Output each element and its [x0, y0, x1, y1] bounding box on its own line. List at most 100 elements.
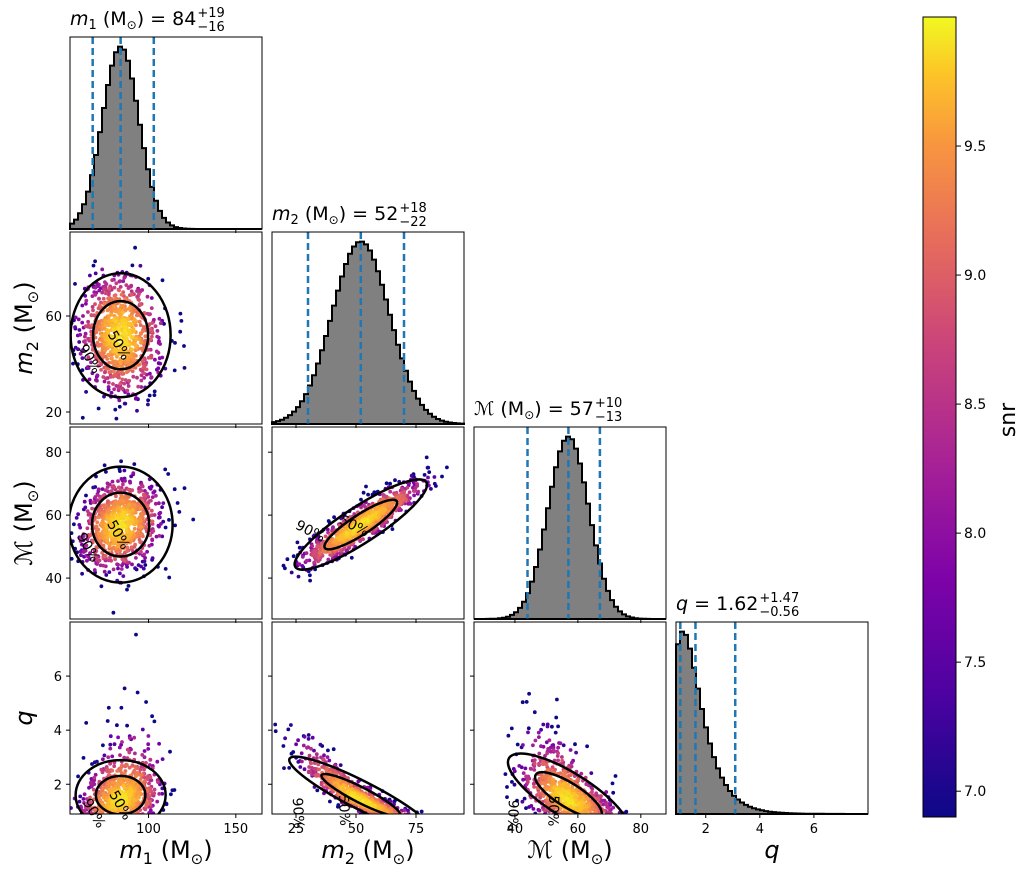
sample-point — [161, 501, 166, 505]
sample-point — [78, 820, 82, 824]
sample-point — [587, 823, 591, 827]
sample-point — [125, 747, 130, 752]
sample-point — [108, 746, 113, 751]
sample-point — [149, 508, 154, 513]
sample-point — [125, 723, 129, 728]
sample-point — [101, 287, 106, 292]
sample-point — [77, 328, 82, 332]
sample-point — [430, 817, 434, 821]
sample-point — [524, 700, 529, 704]
sample-point — [113, 293, 118, 297]
sample-point — [116, 341, 120, 346]
sample-point — [100, 529, 105, 534]
sample-point — [73, 315, 78, 320]
sample-point — [80, 823, 84, 827]
sample-point — [126, 503, 131, 507]
sample-point — [432, 475, 437, 479]
sample-point — [85, 509, 90, 513]
sample-point — [449, 825, 453, 829]
sample-point — [308, 769, 313, 774]
sample-point — [92, 568, 97, 572]
sample-point — [177, 510, 182, 514]
sample-point — [582, 815, 586, 819]
sample-point — [83, 505, 88, 510]
sample-point — [91, 485, 96, 490]
sample-point — [115, 723, 119, 728]
sample-point — [115, 790, 120, 794]
sample-point — [88, 795, 92, 800]
sample-point — [175, 501, 180, 505]
sample-point — [156, 515, 161, 520]
sample-point — [138, 302, 143, 307]
contour-50 — [320, 772, 402, 814]
sample-point — [122, 686, 127, 691]
sample-point — [300, 555, 305, 559]
sample-point — [615, 817, 619, 821]
sample-point — [596, 797, 601, 802]
sample-point — [102, 394, 106, 399]
sample-point — [129, 354, 133, 359]
sample-point — [138, 773, 143, 777]
histogram-mc — [474, 435, 666, 620]
sample-point — [140, 727, 145, 732]
sample-point — [127, 793, 132, 798]
sample-point — [384, 481, 389, 486]
sample-point — [586, 817, 590, 821]
sample-point — [569, 760, 574, 765]
sample-point — [129, 289, 134, 294]
sample-point — [119, 303, 124, 308]
sample-point — [148, 347, 153, 352]
sample-point — [129, 789, 134, 794]
sample-point — [95, 759, 99, 764]
sample-point — [182, 344, 186, 348]
sample-point — [349, 783, 353, 787]
sample-point — [129, 335, 134, 339]
sample-point — [103, 318, 108, 323]
sample-point — [509, 726, 514, 731]
sample-point — [388, 481, 392, 486]
sample-point — [155, 334, 160, 339]
sample-point — [408, 815, 412, 819]
scatter-panel-m2-mc: 50%90% — [271, 426, 465, 620]
sample-point — [137, 489, 142, 494]
sample-point — [130, 369, 135, 374]
sample-point — [153, 357, 157, 362]
sample-point — [532, 785, 536, 789]
sample-point — [326, 557, 331, 562]
sample-point — [155, 759, 160, 764]
sample-point — [597, 815, 601, 819]
sample-point — [108, 742, 113, 747]
sample-point — [387, 815, 391, 819]
sample-point — [126, 286, 131, 290]
sample-point — [141, 325, 146, 329]
sample-point — [412, 815, 416, 819]
hist-frame-q — [675, 621, 869, 815]
sample-point — [116, 326, 121, 330]
sample-point — [97, 303, 102, 308]
sample-point — [110, 816, 114, 820]
sample-point — [134, 518, 138, 523]
sample-point — [133, 245, 138, 250]
sample-point — [116, 544, 121, 549]
sample-point — [140, 753, 145, 757]
sample-point — [505, 795, 509, 799]
sample-point — [590, 790, 594, 794]
sample-point — [533, 811, 538, 814]
sample-point — [392, 799, 397, 804]
sample-point — [148, 778, 153, 783]
sample-point — [150, 814, 154, 818]
sample-point — [120, 740, 124, 744]
sample-point — [361, 799, 365, 803]
sample-point — [400, 818, 404, 822]
sample-point — [128, 513, 133, 518]
sample-point — [537, 791, 541, 795]
sample-point — [391, 816, 395, 820]
sample-point — [120, 386, 124, 391]
sample-point — [90, 800, 95, 805]
sample-point — [120, 519, 125, 523]
sample-point — [105, 525, 109, 529]
sample-point — [592, 817, 596, 821]
sample-point — [132, 526, 137, 531]
sample-point — [563, 816, 567, 820]
sample-point — [319, 782, 324, 787]
